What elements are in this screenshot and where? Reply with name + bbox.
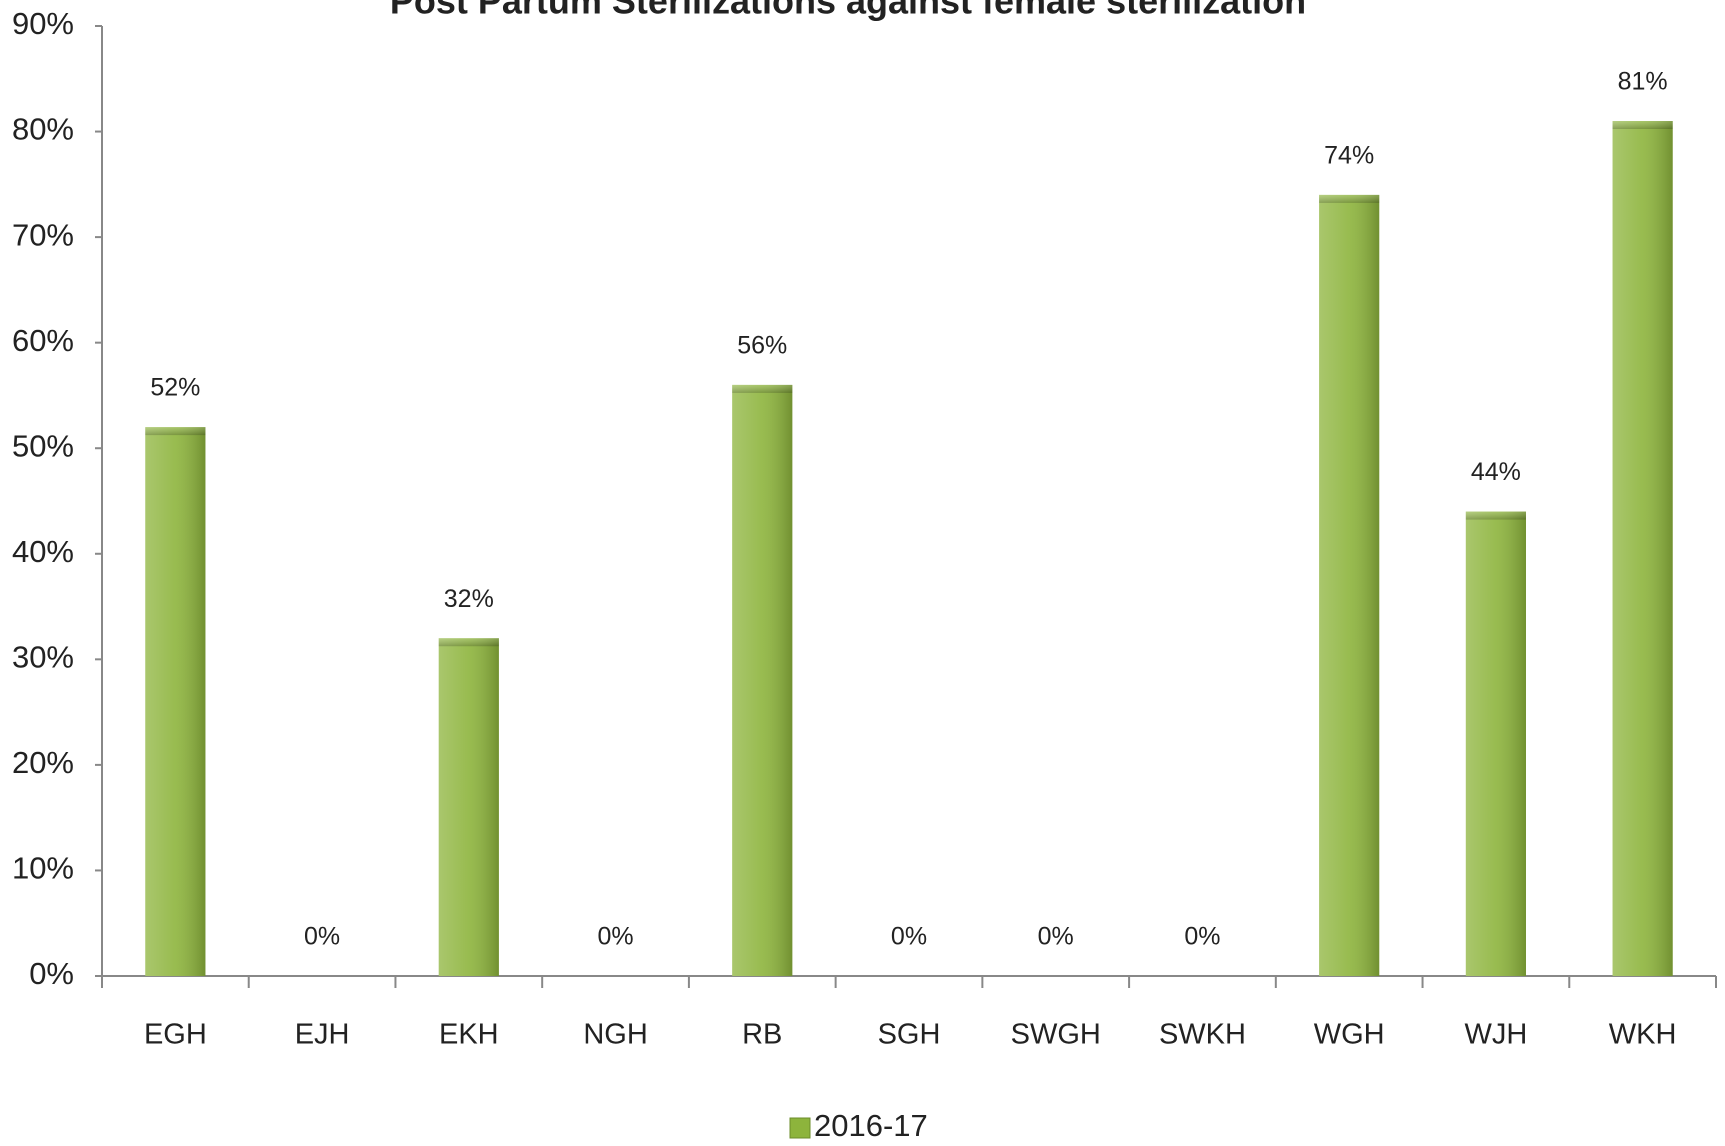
y-tick-label: 30% xyxy=(12,640,74,675)
x-tick-label: EGH xyxy=(144,1019,207,1051)
data-label: 0% xyxy=(1038,923,1074,951)
data-label: 44% xyxy=(1471,458,1521,486)
bar-shine xyxy=(145,427,206,977)
x-tick-label: RB xyxy=(742,1019,782,1051)
x-tick-label: SWGH xyxy=(1011,1019,1101,1051)
y-tick-label: 60% xyxy=(12,323,74,358)
y-tick-label: 20% xyxy=(12,745,74,780)
data-label: 0% xyxy=(1184,923,1220,951)
bar-shine xyxy=(438,638,499,976)
y-tick-label: 50% xyxy=(12,428,74,463)
x-tick-label: SWKH xyxy=(1159,1019,1246,1051)
x-tick-label: EKH xyxy=(439,1019,499,1051)
bar-cap xyxy=(145,427,206,436)
x-tick-label: SGH xyxy=(878,1019,941,1051)
bar-cap xyxy=(732,384,793,393)
data-label: 74% xyxy=(1324,141,1374,169)
data-label: 0% xyxy=(304,923,340,951)
legend-swatch xyxy=(789,1117,811,1139)
x-tick-label: WGH xyxy=(1314,1019,1385,1051)
data-label: 81% xyxy=(1618,68,1668,96)
bar-shine xyxy=(1319,194,1380,976)
bar-cap xyxy=(1465,511,1526,520)
data-label: 52% xyxy=(150,374,200,402)
bar-cap xyxy=(1319,194,1380,203)
data-label: 56% xyxy=(737,331,787,359)
bar-cap xyxy=(438,638,499,647)
chart-title: Post Partum Sterilizations against femal… xyxy=(390,0,1306,22)
x-tick-label: WJH xyxy=(1464,1019,1527,1051)
x-tick-label: WKH xyxy=(1609,1019,1677,1051)
y-tick-label: 70% xyxy=(12,217,74,252)
bar-shine xyxy=(1465,511,1526,976)
y-tick-label: 80% xyxy=(12,112,74,147)
data-label: 32% xyxy=(444,585,494,613)
data-label: 0% xyxy=(597,923,633,951)
bar-cap xyxy=(1612,121,1673,129)
y-tick-label: 90% xyxy=(12,6,74,41)
legend-label: 2016-17 xyxy=(814,1108,928,1143)
x-tick-label: EJH xyxy=(295,1019,350,1051)
bar-shine xyxy=(1612,121,1673,976)
y-tick-label: 0% xyxy=(29,956,74,991)
y-tick-label: 40% xyxy=(12,534,74,569)
data-label: 0% xyxy=(891,923,927,951)
x-tick-label: NGH xyxy=(583,1019,647,1051)
y-tick-label: 10% xyxy=(12,851,74,886)
bar-shine xyxy=(732,384,793,976)
